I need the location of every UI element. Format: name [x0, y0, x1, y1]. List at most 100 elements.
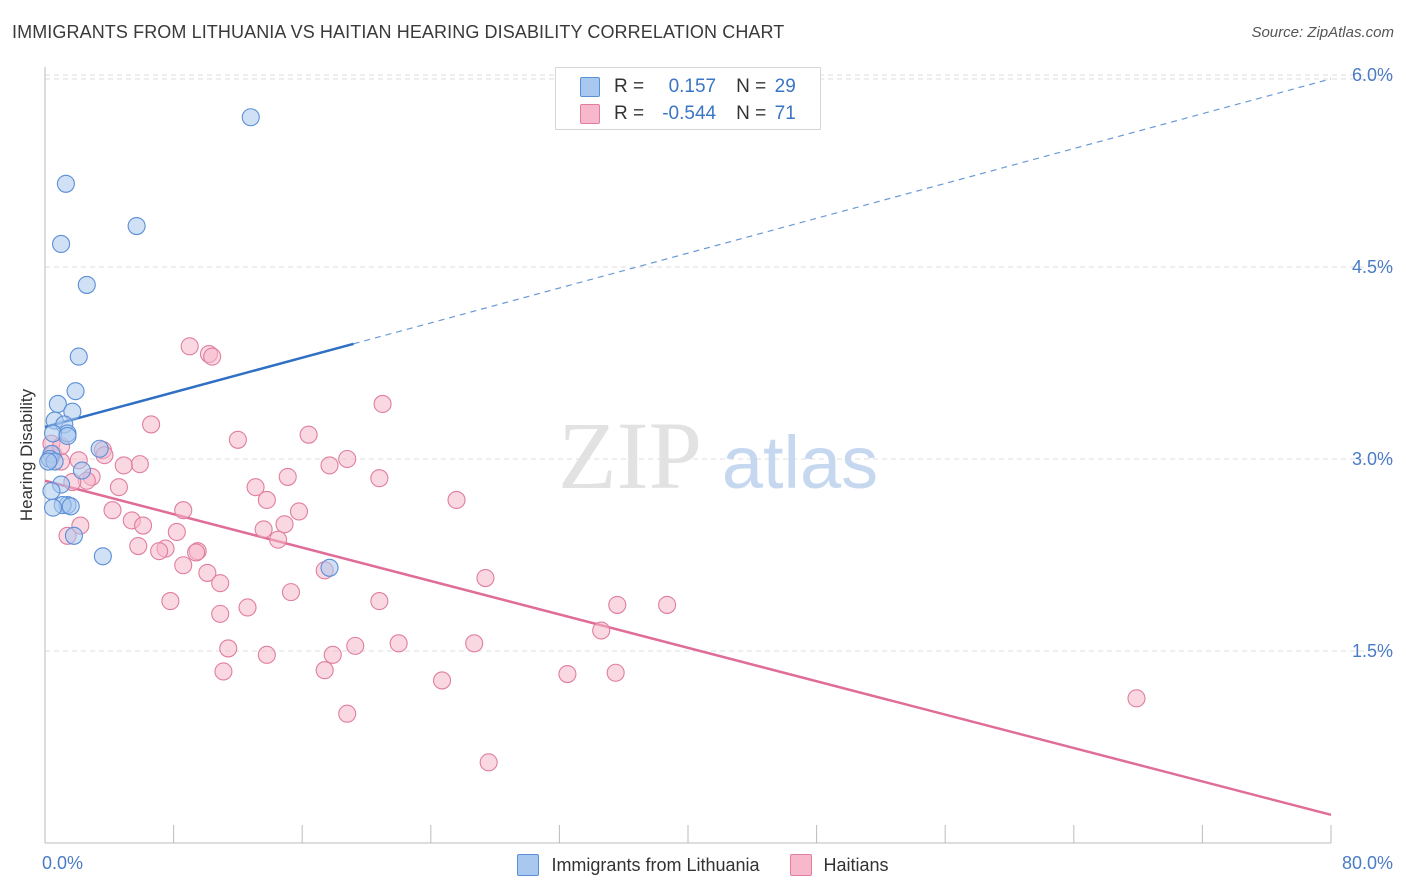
trend-line-lithuania-extension	[353, 78, 1332, 345]
x-tick-label: 0.0%	[42, 853, 83, 873]
point-haitians	[174, 501, 193, 520]
y-tick-label: 1.5%	[1352, 641, 1393, 661]
r-label: R =	[614, 103, 645, 124]
r-value: 0.157	[668, 76, 717, 97]
n-value: 29	[774, 76, 796, 97]
point-haitians	[211, 574, 230, 593]
point-haitians	[370, 592, 389, 611]
point-lithuania	[39, 452, 58, 471]
watermark-atlas: atlas	[722, 421, 878, 504]
point-lithuania	[72, 461, 92, 480]
point-haitians	[278, 467, 297, 486]
haitians-swatch	[789, 854, 812, 876]
n-label: N =	[736, 76, 767, 97]
point-haitians	[228, 430, 247, 449]
stats-row-lithuania: R = 0.157 N = 29	[580, 75, 804, 99]
legend-item-haitians: Haitians	[789, 854, 889, 876]
y-tick-label: 3.0%	[1352, 449, 1393, 469]
point-haitians	[198, 563, 217, 582]
legend-label: Haitians	[823, 854, 889, 875]
point-haitians	[134, 516, 153, 535]
legend-item-lithuania: Immigrants from Lithuania	[517, 854, 760, 876]
lithuania-swatch	[517, 854, 540, 876]
point-lithuania	[58, 426, 77, 446]
point-haitians	[658, 595, 677, 614]
n-value: 71	[774, 103, 796, 124]
stats-legend: R = 0.157 N = 29 R = -0.544 N = 71	[555, 67, 821, 130]
point-lithuania	[43, 498, 63, 517]
point-haitians	[299, 425, 318, 444]
watermark-zip: ZIP	[558, 402, 702, 509]
lithuania-swatch	[580, 77, 600, 97]
point-haitians	[592, 621, 611, 640]
point-haitians	[558, 664, 577, 684]
point-haitians	[203, 347, 222, 366]
point-haitians	[346, 636, 365, 655]
point-haitians	[167, 522, 186, 542]
point-haitians	[476, 568, 495, 588]
point-lithuania	[320, 558, 339, 577]
point-haitians	[129, 536, 148, 556]
point-lithuania	[90, 439, 109, 458]
n-label: N =	[736, 103, 767, 124]
point-haitians	[320, 456, 339, 475]
point-lithuania	[66, 382, 85, 401]
series-lithuania	[39, 108, 339, 577]
point-haitians	[338, 704, 357, 723]
point-haitians	[130, 455, 149, 474]
point-haitians	[103, 501, 122, 520]
y-tick-label: 4.5%	[1352, 257, 1393, 277]
point-lithuania	[52, 234, 71, 254]
point-haitians	[214, 662, 233, 681]
point-lithuania	[61, 497, 80, 516]
point-lithuania	[64, 526, 83, 545]
point-lithuania	[69, 347, 88, 366]
point-haitians	[246, 478, 265, 497]
point-haitians	[479, 753, 498, 772]
point-haitians	[180, 337, 199, 356]
point-haitians	[289, 502, 309, 521]
point-haitians	[150, 542, 169, 561]
legend-label: Immigrants from Lithuania	[551, 854, 760, 875]
point-haitians	[433, 671, 452, 690]
point-haitians	[389, 634, 408, 653]
point-haitians	[109, 478, 128, 497]
point-lithuania	[42, 481, 61, 501]
watermark: ZIP atlas	[558, 402, 878, 509]
chart-title: IMMIGRANTS FROM LITHUANIA VS HAITIAN HEA…	[12, 22, 785, 42]
point-haitians	[257, 490, 276, 510]
r-label: R =	[614, 76, 645, 97]
point-lithuania	[93, 547, 112, 566]
tick-labels: 1.5% 3.0% 4.5% 6.0% 0.0% 80.0%	[42, 65, 1393, 873]
point-haitians	[211, 604, 230, 623]
x-tick-label: 80.0%	[1342, 853, 1393, 873]
stats-row-haitians: R = -0.544 N = 71	[580, 102, 804, 126]
trend-line-haitians	[44, 479, 1332, 817]
point-haitians	[370, 469, 389, 488]
point-haitians	[608, 595, 627, 614]
point-haitians	[257, 645, 276, 664]
point-haitians	[142, 415, 161, 434]
point-haitians	[465, 634, 484, 653]
point-lithuania	[63, 402, 82, 421]
trend-line-lithuania	[44, 342, 354, 429]
point-haitians	[606, 663, 625, 682]
point-haitians	[174, 556, 193, 575]
point-haitians	[238, 598, 257, 617]
point-haitians	[269, 530, 288, 549]
point-haitians	[1127, 689, 1146, 708]
point-haitians	[447, 490, 466, 510]
series-legend: Immigrants from Lithuania Haitians	[0, 852, 1406, 878]
point-haitians	[161, 592, 180, 611]
point-haitians	[187, 543, 206, 562]
point-haitians	[275, 515, 294, 534]
y-tick-label: 6.0%	[1352, 65, 1393, 85]
haitians-swatch	[580, 104, 600, 124]
point-haitians	[281, 583, 300, 602]
point-lithuania	[56, 174, 75, 193]
gridlines	[45, 74, 1395, 652]
point-lithuania	[127, 216, 146, 236]
r-value: -0.544	[662, 103, 717, 124]
point-haitians	[315, 661, 334, 680]
